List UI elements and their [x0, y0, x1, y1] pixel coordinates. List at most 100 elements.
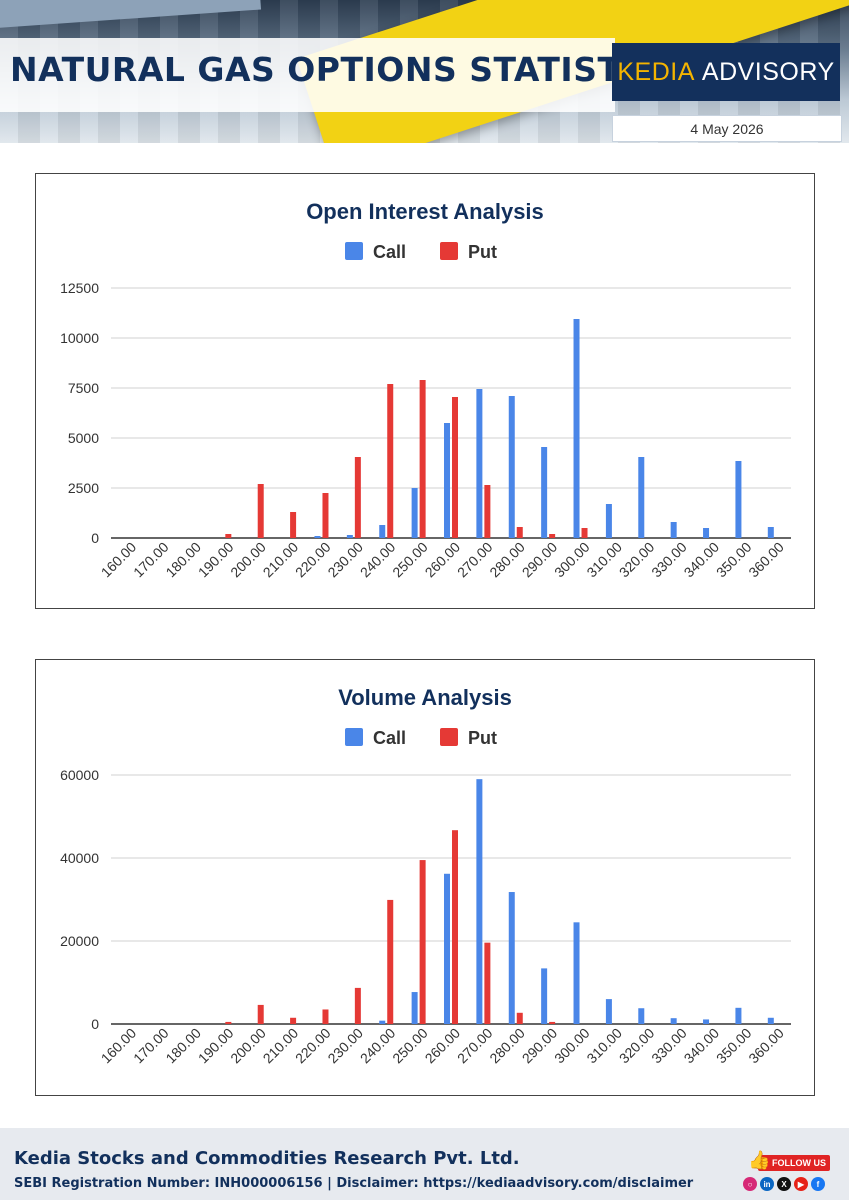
x-icon[interactable]: X	[777, 1177, 791, 1191]
bar-call	[735, 461, 742, 538]
x-tick-label: 180.00	[162, 539, 204, 581]
x-tick-label: 260.00	[422, 539, 464, 581]
company-name: Kedia Stocks and Commodities Research Pv…	[14, 1148, 520, 1169]
bar-call	[379, 525, 386, 538]
bar-call	[476, 389, 483, 538]
x-tick-label: 350.00	[713, 1025, 755, 1067]
bar-put	[322, 493, 329, 538]
y-tick-label: 60000	[60, 767, 99, 783]
y-tick-label: 20000	[60, 933, 99, 949]
page-title: NATURAL GAS OPTIONS STATISTICS	[10, 50, 683, 89]
bar-call	[638, 1008, 645, 1024]
bar-put	[419, 380, 426, 538]
x-tick-label: 250.00	[389, 539, 431, 581]
x-tick-label: 210.00	[260, 1025, 302, 1067]
report-date: 4 May 2026	[612, 115, 842, 142]
bar-call	[638, 457, 645, 538]
bar-call	[605, 504, 612, 538]
chart-title: Open Interest Analysis	[306, 199, 544, 224]
legend-label-put: Put	[468, 242, 497, 262]
bar-put	[354, 457, 361, 538]
x-tick-label: 210.00	[260, 539, 302, 581]
bar-call	[476, 779, 483, 1024]
legend-swatch-call	[345, 728, 363, 746]
x-tick-label: 310.00	[583, 1025, 625, 1067]
bar-call	[379, 1020, 386, 1024]
y-tick-label: 40000	[60, 850, 99, 866]
x-tick-label: 230.00	[324, 539, 366, 581]
bar-put	[387, 384, 394, 538]
x-tick-label: 260.00	[422, 1025, 464, 1067]
bar-call	[703, 528, 710, 538]
x-tick-label: 220.00	[292, 1025, 334, 1067]
x-tick-label: 340.00	[681, 539, 723, 581]
bar-call	[670, 1018, 677, 1024]
bar-call	[508, 892, 515, 1024]
bar-call	[573, 922, 580, 1024]
x-tick-label: 270.00	[454, 1025, 496, 1067]
bar-put	[549, 534, 556, 538]
x-tick-label: 190.00	[195, 1025, 237, 1067]
bar-call	[541, 447, 548, 538]
y-tick-label: 2500	[68, 480, 99, 496]
legend-swatch-call	[345, 242, 363, 260]
y-tick-label: 7500	[68, 380, 99, 396]
x-tick-label: 360.00	[745, 1025, 787, 1067]
instagram-icon[interactable]: ○	[743, 1177, 757, 1191]
x-tick-label: 230.00	[324, 1025, 366, 1067]
x-tick-label: 360.00	[745, 539, 787, 581]
x-tick-label: 160.00	[98, 1025, 140, 1067]
bar-put	[484, 942, 491, 1024]
bar-call	[314, 536, 321, 538]
bar-put	[419, 860, 426, 1024]
x-tick-label: 270.00	[454, 539, 496, 581]
bar-call	[411, 992, 418, 1024]
x-tick-label: 330.00	[648, 539, 690, 581]
bar-call	[670, 522, 677, 538]
x-tick-label: 310.00	[583, 539, 625, 581]
x-tick-label: 290.00	[519, 539, 561, 581]
facebook-icon[interactable]: f	[811, 1177, 825, 1191]
bar-call	[444, 423, 450, 538]
bar-call	[541, 968, 548, 1024]
legend-swatch-put	[440, 728, 458, 746]
bar-call	[605, 999, 612, 1024]
x-tick-label: 190.00	[195, 539, 237, 581]
bar-put	[225, 534, 232, 538]
x-tick-label: 340.00	[681, 1025, 723, 1067]
x-tick-label: 240.00	[357, 1025, 399, 1067]
x-tick-label: 320.00	[616, 1025, 658, 1067]
follow-us-badge[interactable]: FOLLOW US	[758, 1155, 830, 1171]
y-tick-label: 5000	[68, 430, 99, 446]
bar-call	[573, 319, 580, 538]
legend-label-call: Call	[373, 242, 406, 262]
linkedin-icon[interactable]: in	[760, 1177, 774, 1191]
x-tick-label: 250.00	[389, 1025, 431, 1067]
x-tick-label: 330.00	[648, 1025, 690, 1067]
bar-call	[444, 873, 450, 1024]
bar-call	[735, 1007, 742, 1024]
x-tick-label: 300.00	[551, 539, 593, 581]
title-band	[0, 38, 615, 112]
x-tick-label: 350.00	[713, 539, 755, 581]
chart-title: Volume Analysis	[338, 685, 512, 710]
bar-call	[508, 396, 515, 538]
bar-put	[257, 484, 264, 538]
social-links: ○ in X ▶ f	[743, 1177, 825, 1191]
legend-label-call: Call	[373, 728, 406, 748]
x-tick-label: 290.00	[519, 1025, 561, 1067]
x-tick-label: 170.00	[130, 539, 172, 581]
open-interest-chart-panel: Open Interest Analysis Call Put 0 2500 5000 75…	[35, 173, 815, 609]
y-tick-label: 10000	[60, 330, 99, 346]
youtube-icon[interactable]: ▶	[794, 1177, 808, 1191]
bar-put	[484, 485, 491, 538]
bar-put	[516, 527, 523, 538]
bar-call	[703, 1019, 710, 1024]
thumbs-up-icon: 👍	[748, 1150, 771, 1171]
bar-put	[257, 1004, 264, 1024]
bar-put	[452, 830, 458, 1024]
y-tick-label: 12500	[60, 280, 99, 296]
x-tick-label: 200.00	[227, 1025, 269, 1067]
bar-put	[549, 1021, 556, 1024]
bar-call	[767, 1017, 774, 1024]
